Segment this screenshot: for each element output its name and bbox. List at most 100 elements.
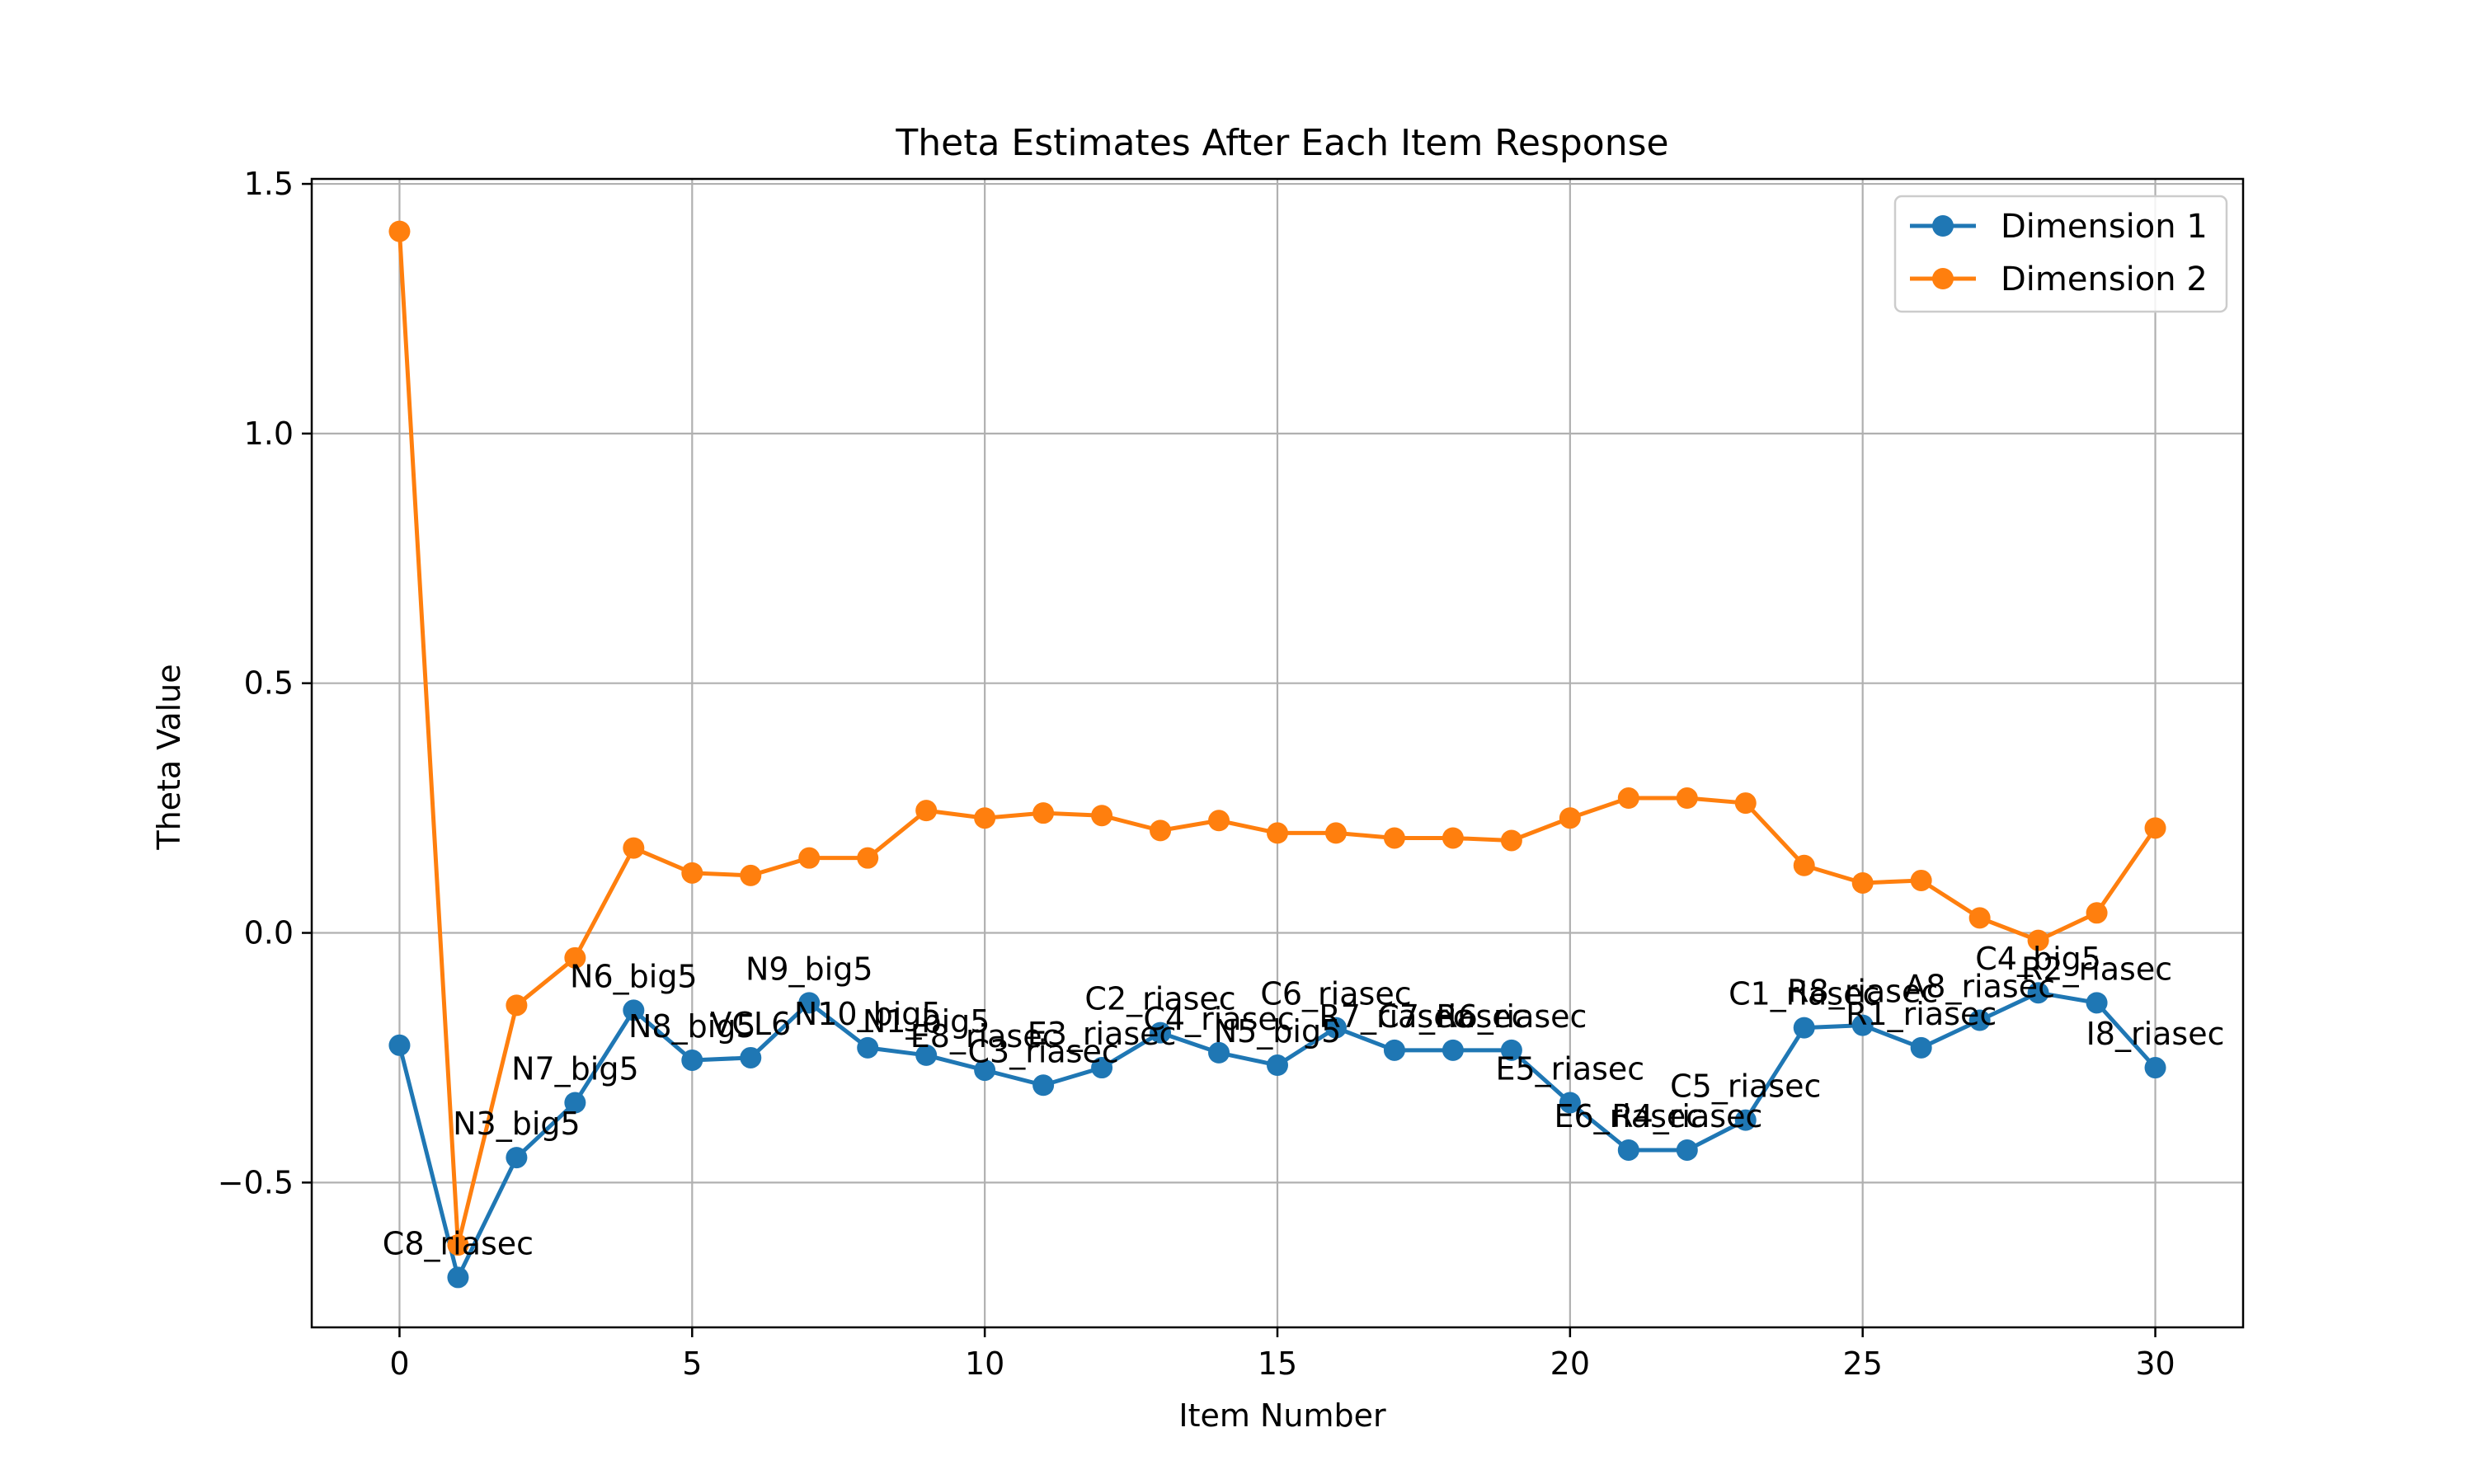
point-label: C4_riasec [1143,1001,1294,1037]
data-point [1032,1074,1055,1097]
data-point [564,1092,586,1114]
data-point [1383,827,1405,849]
data-point [1500,829,1522,852]
data-point [1559,1092,1581,1114]
data-point [798,847,821,869]
point-label: N5_big5 [1214,1013,1342,1050]
chart-title: Theta Estimates After Each Item Response [895,122,1668,164]
point-label: N9_big5 [745,951,873,987]
point-label: E6_riasec [1554,1098,1703,1134]
point-label: E8_riasec [910,1018,1060,1054]
data-point [1150,819,1172,842]
series-layer [388,220,2166,1289]
data-point [1851,1014,1874,1036]
point-label: N8_big5 [628,1008,756,1045]
plot-frame [310,177,2245,1329]
data-point [1559,807,1581,829]
data-point [974,807,996,829]
data-point [740,1046,762,1068]
x-tick-label: 0 [389,1345,409,1382]
point-label: R8_riasec [1787,974,1938,1010]
data-point [1910,869,1932,891]
grid-lines [312,179,2243,1327]
data-point [1208,1041,1230,1064]
data-point [1793,1017,1815,1039]
y-axis-ticks: −0.5 0.0 0.5 1.0 1.5 [218,166,312,1200]
legend: Dimension 1 Dimension 2 [1893,195,2228,313]
point-label: A8_riasec [1904,969,2055,1005]
data-point [2144,817,2166,839]
data-point [388,220,411,242]
data-point [1968,907,1991,929]
point-label: VCL6 [710,1006,791,1042]
point-label: R4_riasec [1611,1098,1762,1134]
data-point [1324,822,1347,844]
point-label: R2_riasec [2021,951,2172,987]
y-tick-label: 1.5 [244,166,294,202]
data-point [1734,792,1757,815]
data-point [2144,1057,2166,1079]
data-point [2027,929,2049,951]
data-point [2086,992,2108,1014]
data-point [1968,1009,1991,1031]
x-axis-label: Item Number [1178,1397,1386,1434]
data-point [1442,1039,1464,1061]
point-label: N3_big5 [453,1106,581,1142]
data-point [564,946,586,969]
x-tick-label: 25 [1843,1345,1883,1382]
point-label: I8_riasec [2086,1016,2225,1052]
data-point [974,1059,996,1082]
point-label: E3_riasec [1028,1016,1177,1052]
data-point [915,800,938,822]
y-axis-label: Theta Value [151,664,187,850]
data-point [1734,1109,1757,1131]
point-label: R6_riasec [1436,998,1587,1035]
data-point [506,1147,528,1169]
x-tick-label: 15 [1258,1345,1297,1382]
data-point [447,1266,469,1289]
data-point [1383,1039,1405,1061]
data-point [1910,1036,1932,1059]
x-tick-label: 30 [2135,1345,2175,1382]
x-tick-label: 10 [965,1345,1004,1382]
point-label: C5_riasec [1670,1068,1821,1105]
data-point [1676,787,1698,810]
point-label: C4_big5 [1975,941,2101,977]
data-point [1617,1139,1639,1161]
data-point [1442,827,1464,849]
data-point [1324,1017,1347,1039]
data-point [506,994,528,1017]
data-point [1267,1054,1288,1077]
legend-swatch-marker [1932,215,1954,237]
data-point [1150,1021,1172,1044]
point-label: N1_big5 [863,1003,990,1040]
data-point [1032,802,1055,824]
data-point [857,847,879,869]
point-label: C8_riasec [383,1225,534,1261]
legend-swatch-marker [1932,268,1954,289]
point-label: E5_riasec [1495,1050,1644,1087]
x-tick-label: 20 [1550,1345,1590,1382]
data-point [740,864,762,886]
data-point [1267,822,1288,844]
point-label: C6_riasec [1260,976,1411,1012]
legend-box [1893,195,2228,313]
x-axis-ticks: 0 5 10 15 20 25 30 [389,1327,2175,1382]
data-point [681,862,703,884]
legend-entry: Dimension 2 [2001,261,2208,298]
point-label: C1_riasec [1729,976,1879,1012]
point-label: C2_riasec [1084,981,1235,1017]
y-tick-label: −0.5 [218,1164,294,1200]
data-point [623,837,645,859]
series-1 [388,982,2166,1289]
point-label: N6_big5 [570,958,698,994]
data-point [388,1034,411,1056]
point-label: R7_riasec [1319,998,1470,1035]
point-label: N10_big5 [794,996,942,1032]
point-labels: C8_riasec N3_big5 N7_big5 N6_big5 N8_big5VCL… [383,941,2225,1261]
legend-entry: Dimension 1 [2001,208,2208,246]
y-tick-label: 1.0 [244,416,294,452]
point-label: C3_riasec [967,1033,1118,1069]
data-point [798,992,821,1014]
